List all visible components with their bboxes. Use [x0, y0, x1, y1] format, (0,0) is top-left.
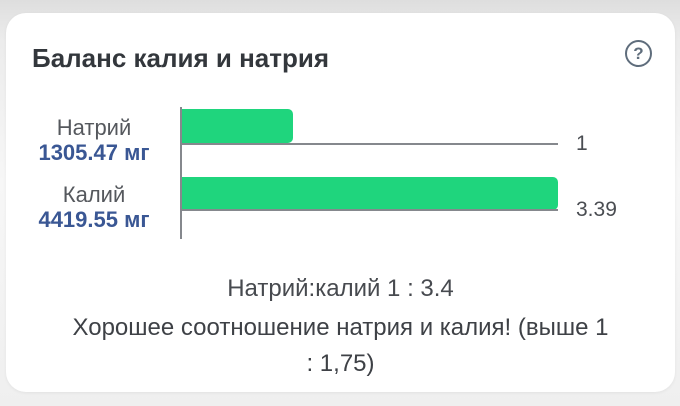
potassium-baseline: [180, 209, 558, 211]
potassium-sodium-balance-card: Баланс калия и натрия ? Натрий 1305.47 м…: [6, 13, 675, 392]
ratio-summary-text: Натрий:калий 1 : 3.4: [227, 275, 454, 302]
potassium-amount: 4419.55 мг: [38, 207, 150, 232]
message-line-1: Хорошее соотношение натрия и калия! (выш…: [72, 314, 609, 341]
help-icon[interactable]: ?: [625, 40, 652, 67]
sodium-amount: 1305.47 мг: [38, 140, 150, 165]
sodium-bar-track: [182, 109, 558, 143]
potassium-row-label: Калий 4419.55 мг: [14, 182, 174, 232]
sodium-bar: [182, 109, 293, 143]
sodium-baseline: [180, 143, 558, 145]
chart-axis: [180, 107, 182, 239]
potassium-bar: [182, 177, 558, 210]
message-line-2: : 1,75): [306, 350, 375, 377]
sodium-row-label: Натрий 1305.47 мг: [14, 115, 174, 165]
potassium-bar-track: [182, 177, 558, 210]
ratio-assessment-message: Хорошее соотношение натрия и калия! (выш…: [26, 310, 655, 382]
sodium-label: Натрий: [56, 115, 132, 140]
potassium-label: Калий: [62, 182, 126, 207]
page-title: Баланс калия и натрия: [32, 43, 330, 73]
sodium-ratio-value: 1: [576, 132, 588, 155]
potassium-ratio-value: 3.39: [576, 198, 617, 221]
